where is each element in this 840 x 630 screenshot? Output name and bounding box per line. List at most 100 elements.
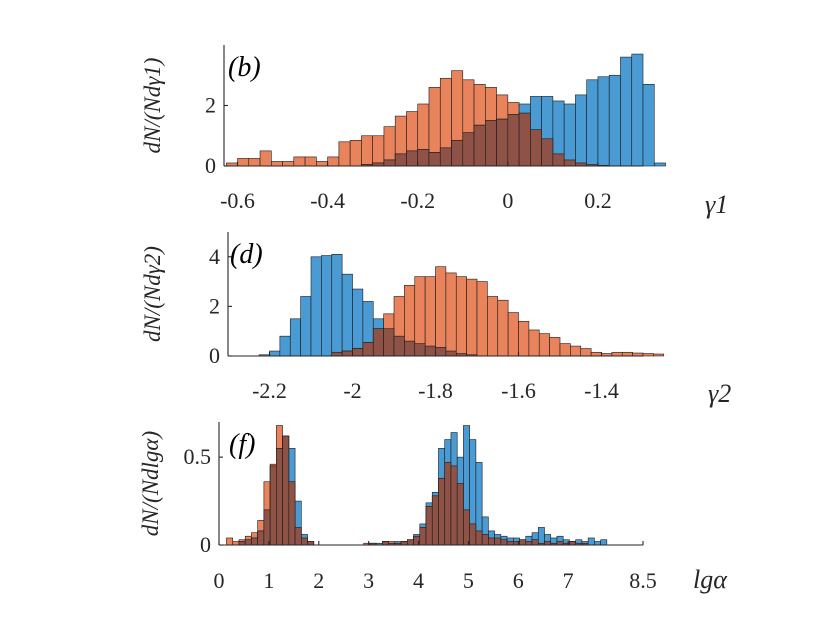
panel-label: (d)	[230, 239, 263, 270]
x-tick-label: -1.4	[584, 378, 619, 403]
bar-orange-28	[621, 351, 633, 357]
series-overlap	[238, 435, 589, 546]
bar-orange-7	[304, 156, 317, 167]
bar-blue-25	[642, 84, 655, 167]
bar-overlap-38	[463, 509, 470, 546]
x-axis-label: lgα	[693, 565, 728, 594]
bar-overlap-7	[331, 351, 343, 357]
bar-orange-3	[259, 150, 272, 167]
y-axis-label: dN/(Ndlgα)	[138, 431, 163, 536]
bar-blue-5	[310, 256, 322, 357]
bar-overlap-14	[404, 340, 416, 357]
bar-overlap-10	[362, 342, 374, 357]
bar-blue-1	[269, 350, 281, 357]
bar-overlap-47	[519, 539, 527, 546]
bar-orange-19	[528, 329, 540, 357]
bar-orange-18	[518, 320, 530, 357]
bar-orange-5	[282, 161, 295, 167]
bar-orange-1	[237, 158, 250, 167]
bar-blue-23	[620, 56, 633, 167]
bar-overlap-4	[251, 537, 258, 546]
bar-overlap-32	[425, 506, 433, 546]
bar-overlap-8	[341, 350, 353, 357]
bar-overlap-29	[407, 539, 414, 546]
bar-overlap-16	[424, 345, 436, 357]
bar-overlap-16	[406, 150, 419, 167]
bar-orange-22	[559, 343, 571, 357]
bar-overlap-6	[263, 509, 271, 546]
bar-overlap-44	[500, 539, 508, 546]
bar-blue-2	[279, 335, 291, 357]
bar-orange-24	[580, 348, 592, 357]
bar-overlap-17	[417, 149, 430, 167]
bar-orange-11	[445, 272, 457, 357]
bar-overlap-24	[496, 118, 509, 167]
x-tick-label: 0	[214, 568, 225, 593]
bar-overlap-37	[456, 483, 464, 546]
bar-orange-12	[455, 276, 467, 357]
y-tick-label: 2	[205, 93, 216, 118]
x-tick-label: -1.6	[501, 378, 536, 403]
bar-blue-48	[537, 527, 545, 546]
bar-orange-10	[435, 266, 447, 357]
bar-overlap-25	[507, 114, 520, 167]
y-tick-label: 0	[200, 532, 211, 557]
bar-orange-30	[642, 353, 654, 357]
x-tick-label: -0.6	[220, 188, 255, 213]
bar-overlap-8	[276, 448, 283, 546]
x-tick-label: 1	[263, 568, 274, 593]
bar-overlap-15	[394, 153, 407, 167]
series-overlap	[331, 328, 478, 357]
bar-overlap-17	[435, 347, 447, 357]
panel-label: (f)	[229, 429, 255, 460]
x-tick-label: 4	[413, 568, 424, 593]
bar-overlap-41	[481, 534, 489, 546]
bar-blue-18	[563, 103, 576, 167]
bar-overlap-20	[451, 139, 464, 167]
bar-blue-9	[352, 288, 364, 357]
bar-blue-7	[331, 254, 343, 357]
bar-blue-22	[608, 74, 621, 167]
bar-orange-13	[372, 135, 385, 167]
bar-overlap-19	[439, 147, 452, 167]
bar-orange-8	[316, 161, 328, 167]
x-tick-label: 2	[313, 568, 324, 593]
bar-blue-19	[575, 94, 587, 167]
bar-overlap-11	[372, 328, 384, 357]
bar-overlap-42	[488, 537, 495, 546]
bar-blue-56	[587, 537, 595, 546]
x-tick-label: 0.2	[584, 188, 612, 213]
bar-blue-24	[631, 53, 644, 167]
bar-orange-10	[338, 141, 351, 167]
x-tick-label: 0	[502, 188, 513, 213]
x-tick-label: -0.4	[310, 188, 345, 213]
bar-orange-31	[653, 353, 665, 357]
bar-orange-14	[476, 281, 488, 357]
bar-overlap-33	[431, 495, 439, 546]
bar-overlap-39	[469, 523, 477, 546]
bar-orange-11	[349, 139, 362, 167]
bar-overlap-12	[383, 328, 395, 357]
x-tick-label: 8.5	[629, 568, 657, 593]
y-tick-label: 2	[209, 293, 220, 318]
x-tick-label: -2	[343, 378, 361, 403]
bar-overlap-7	[269, 465, 277, 546]
bar-overlap-3	[244, 539, 252, 546]
bar-orange-9	[424, 276, 436, 357]
bar-overlap-15	[414, 343, 426, 357]
x-axis-label: γ2	[708, 379, 731, 408]
x-tick-label: -2.2	[252, 378, 287, 403]
bar-orange-9	[327, 156, 340, 167]
bar-orange-17	[507, 312, 519, 357]
x-tick-label: 6	[513, 568, 524, 593]
y-axis-label: dN/(Ndγ1)	[140, 58, 165, 154]
y-axis-label: dN/(Ndγ2)	[140, 246, 165, 342]
bar-overlap-49	[531, 539, 539, 546]
bar-overlap-18	[445, 350, 457, 357]
bar-overlap-35	[444, 462, 452, 546]
bar-overlap-14	[383, 159, 396, 167]
panel-d-gamma2: -2.2 -2 -1.8 -1.6 -1.4 0 2 4 (d) dN/(Ndγ2) γ2	[140, 232, 731, 408]
bar-overlap-12	[301, 537, 308, 546]
x-tick-label: 3	[363, 568, 374, 593]
bar-orange-13	[466, 278, 478, 357]
